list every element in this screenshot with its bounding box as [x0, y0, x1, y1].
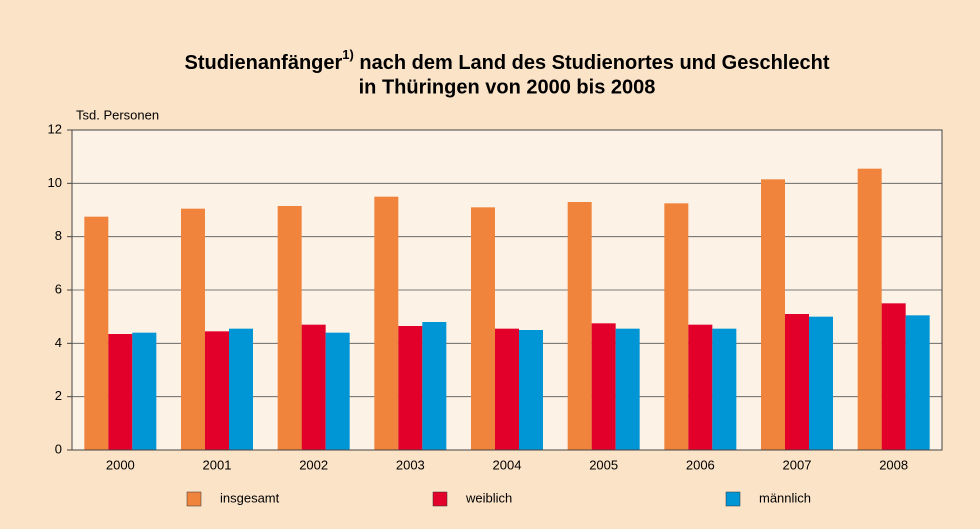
bar	[615, 328, 640, 450]
x-tick-label: 2008	[879, 457, 908, 472]
y-tick-label: 4	[55, 335, 62, 350]
bar	[277, 206, 302, 450]
plot-border	[71, 129, 943, 451]
bar	[398, 326, 423, 450]
y-tick-label: 12	[48, 121, 62, 136]
y-tick-label: 8	[55, 228, 62, 243]
bar	[567, 202, 592, 450]
legend-label: männlich	[759, 490, 811, 505]
bar	[857, 168, 882, 450]
y-tick-label: 2	[55, 388, 62, 403]
x-tick-label: 2006	[686, 457, 715, 472]
bar	[374, 196, 399, 450]
bar	[205, 331, 229, 450]
bar	[229, 328, 253, 450]
bar	[422, 322, 447, 450]
legend-swatch	[186, 491, 202, 507]
bar	[905, 315, 930, 450]
bar	[519, 330, 543, 450]
bar	[712, 328, 737, 450]
bar	[471, 207, 495, 450]
legend-swatch	[725, 491, 741, 507]
x-tick-label: 2003	[396, 457, 425, 472]
x-tick-label: 2000	[106, 457, 135, 472]
legend-label: insgesamt	[220, 490, 280, 505]
y-tick-label: 0	[55, 441, 62, 456]
bar	[132, 332, 157, 450]
y-tick-label: 6	[55, 281, 62, 296]
title-text: nach dem Land des Studienortes und Gesch…	[354, 52, 830, 74]
x-tick-label: 2007	[783, 457, 812, 472]
bar	[664, 203, 689, 450]
bar	[809, 316, 833, 450]
bar	[84, 216, 109, 450]
x-tick-label: 2005	[589, 457, 618, 472]
legend-label: weiblich	[465, 490, 512, 505]
y-axis-label: Tsd. Personen	[76, 107, 159, 122]
legend-swatch	[432, 491, 448, 507]
chart-title: Studienanfänger1) nach dem Land des Stud…	[184, 47, 829, 74]
x-tick-label: 2004	[493, 457, 522, 472]
bar	[688, 324, 713, 450]
bar	[301, 324, 326, 450]
bar	[761, 179, 785, 451]
bar	[881, 303, 906, 450]
y-tick-label: 10	[48, 175, 62, 190]
footnote-mark: 1)	[342, 47, 354, 62]
bar	[785, 314, 809, 450]
title-text: Studienanfänger	[184, 52, 342, 74]
bar	[591, 323, 616, 450]
x-tick-label: 2001	[203, 457, 232, 472]
bar	[108, 334, 133, 450]
bar	[325, 332, 350, 450]
x-tick-label: 2002	[299, 457, 328, 472]
bar	[495, 328, 519, 450]
chart-subtitle: in Thüringen von 2000 bis 2008	[359, 76, 656, 98]
bar	[181, 208, 205, 450]
